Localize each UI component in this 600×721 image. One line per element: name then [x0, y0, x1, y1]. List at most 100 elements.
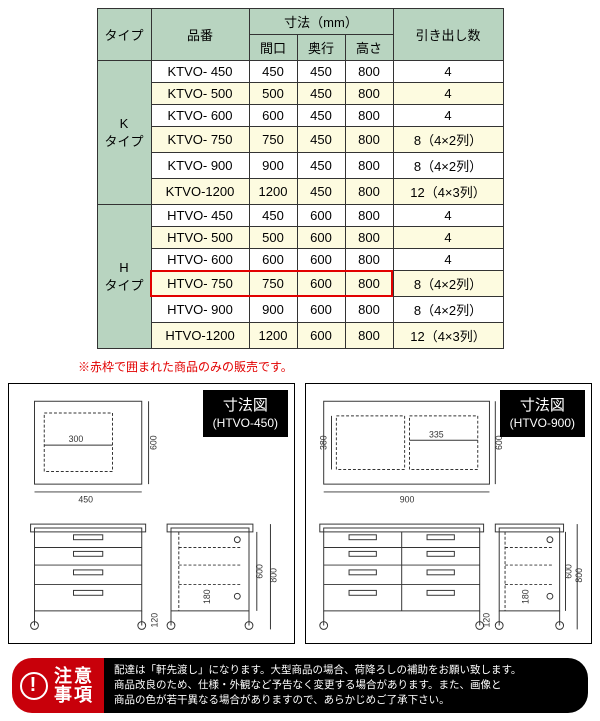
diagram-b-subtitle: (HTVO-900) — [510, 416, 575, 432]
cell-width: 450 — [249, 61, 297, 83]
dim-text: 180 — [520, 589, 530, 604]
cell-model: HTVO- 600 — [151, 249, 249, 271]
cell-depth: 600 — [297, 205, 345, 227]
cell-drawers: 12（4×3列） — [393, 179, 503, 205]
dim-text: 600 — [255, 564, 265, 579]
cell-depth: 450 — [297, 83, 345, 105]
cell-model: HTVO- 450 — [151, 205, 249, 227]
cell-width: 600 — [249, 249, 297, 271]
cell-depth: 600 — [297, 249, 345, 271]
dim-text: 900 — [400, 495, 415, 505]
diagram-b-label: 寸法図 (HTVO-900) — [500, 390, 585, 437]
diagram-a-label: 寸法図 (HTVO-450) — [203, 390, 288, 437]
table-row: KTVO- 5005004508004 — [97, 83, 503, 105]
table-row: HTVO- 5005006008004 — [97, 227, 503, 249]
cell-drawers: 12（4×3列） — [393, 323, 503, 349]
cell-height: 800 — [345, 127, 393, 153]
table-row: KTVO- 6006004508004 — [97, 105, 503, 127]
cell-model: KTVO- 600 — [151, 105, 249, 127]
table-row: H タイプHTVO- 4504506008004 — [97, 205, 503, 227]
cell-model: KTVO- 900 — [151, 153, 249, 179]
cell-model: HTVO- 500 — [151, 227, 249, 249]
cell-height: 800 — [345, 153, 393, 179]
dim-text: 600 — [563, 564, 573, 579]
diagram-b-title: 寸法図 — [520, 397, 565, 414]
cell-drawers: 8（4×2列） — [393, 153, 503, 179]
cell-depth: 450 — [297, 61, 345, 83]
diagram-a-title: 寸法図 — [223, 397, 268, 414]
table-row: KTVO- 7507504508008（4×2列） — [97, 127, 503, 153]
cell-depth: 600 — [297, 297, 345, 323]
cell-height: 800 — [345, 249, 393, 271]
cell-model: KTVO-1200 — [151, 179, 249, 205]
cell-drawers: 8（4×2列） — [393, 127, 503, 153]
dim-text: 120 — [149, 613, 159, 628]
th-width: 間口 — [249, 35, 297, 61]
cell-drawers: 4 — [393, 205, 503, 227]
cell-depth: 450 — [297, 153, 345, 179]
cell-height: 800 — [345, 105, 393, 127]
cell-width: 450 — [249, 205, 297, 227]
th-depth: 奥行 — [297, 35, 345, 61]
diagram-b: 寸法図 (HTVO-900) 335 380 600 900 — [305, 383, 592, 644]
spec-table: タイプ 品番 寸法（mm） 引き出し数 間口 奥行 高さ K タイプKTVO- … — [97, 8, 504, 349]
cell-height: 800 — [345, 227, 393, 249]
th-model: 品番 — [151, 9, 249, 61]
cell-model: KTVO- 500 — [151, 83, 249, 105]
cell-height: 800 — [345, 61, 393, 83]
group-h-label: H タイプ — [97, 205, 151, 349]
dim-text: 335 — [429, 429, 444, 439]
table-row: KTVO-1200120045080012（4×3列） — [97, 179, 503, 205]
cell-height: 800 — [345, 323, 393, 349]
cell-height: 800 — [345, 297, 393, 323]
diagram-a: 寸法図 (HTVO-450) 300 600 450 — [8, 383, 295, 644]
dim-text: 380 — [319, 435, 329, 450]
diagrams-row: 寸法図 (HTVO-450) 300 600 450 — [8, 383, 592, 644]
dim-text: 300 — [69, 434, 84, 444]
caution-label: 注意 事項 — [54, 667, 94, 705]
th-type: タイプ — [97, 9, 151, 61]
th-drawers: 引き出し数 — [393, 9, 503, 61]
dim-text: 120 — [481, 613, 491, 628]
cell-width: 600 — [249, 105, 297, 127]
cell-model: HTVO- 900 — [151, 297, 249, 323]
cell-width: 750 — [249, 271, 297, 297]
cell-width: 900 — [249, 297, 297, 323]
cell-model: HTVO- 750 — [151, 271, 249, 297]
th-height: 高さ — [345, 35, 393, 61]
cell-depth: 450 — [297, 105, 345, 127]
cell-drawers: 4 — [393, 83, 503, 105]
cell-depth: 450 — [297, 127, 345, 153]
caution-left: ! 注意 事項 — [12, 658, 104, 714]
cell-drawers: 4 — [393, 61, 503, 83]
table-row: K タイプKTVO- 4504504508004 — [97, 61, 503, 83]
cell-height: 800 — [345, 205, 393, 227]
group-k-label: K タイプ — [97, 61, 151, 205]
spec-table-wrap: タイプ 品番 寸法（mm） 引き出し数 間口 奥行 高さ K タイプKTVO- … — [97, 8, 504, 353]
cell-height: 800 — [345, 83, 393, 105]
cell-width: 900 — [249, 153, 297, 179]
cell-depth: 600 — [297, 323, 345, 349]
dim-text: 180 — [202, 589, 212, 604]
cell-drawers: 4 — [393, 227, 503, 249]
cell-height: 800 — [345, 179, 393, 205]
cell-model: HTVO-1200 — [151, 323, 249, 349]
th-dims: 寸法（mm） — [249, 9, 393, 35]
caution-text: 配達は「軒先渡し」になります。大型商品の場合、荷降ろしの補助をお願い致します。 … — [104, 658, 588, 714]
dim-text: 800 — [268, 568, 278, 583]
cell-height: 800 — [345, 271, 393, 297]
dim-text: 450 — [78, 495, 93, 505]
cell-depth: 600 — [297, 271, 345, 297]
red-note: ※赤枠で囲まれた商品のみの販売です。 — [78, 358, 592, 375]
table-row: HTVO-1200120060080012（4×3列） — [97, 323, 503, 349]
cell-drawers: 8（4×2列） — [393, 297, 503, 323]
table-row: HTVO- 6006006008004 — [97, 249, 503, 271]
exclamation-icon: ! — [20, 672, 48, 700]
cell-drawers: 8（4×2列） — [393, 271, 503, 297]
cell-width: 750 — [249, 127, 297, 153]
cell-depth: 600 — [297, 227, 345, 249]
caution-bar: ! 注意 事項 配達は「軒先渡し」になります。大型商品の場合、荷降ろしの補助をお… — [12, 658, 588, 714]
table-row: HTVO- 7507506008008（4×2列） — [97, 271, 503, 297]
cell-width: 500 — [249, 83, 297, 105]
cell-width: 500 — [249, 227, 297, 249]
